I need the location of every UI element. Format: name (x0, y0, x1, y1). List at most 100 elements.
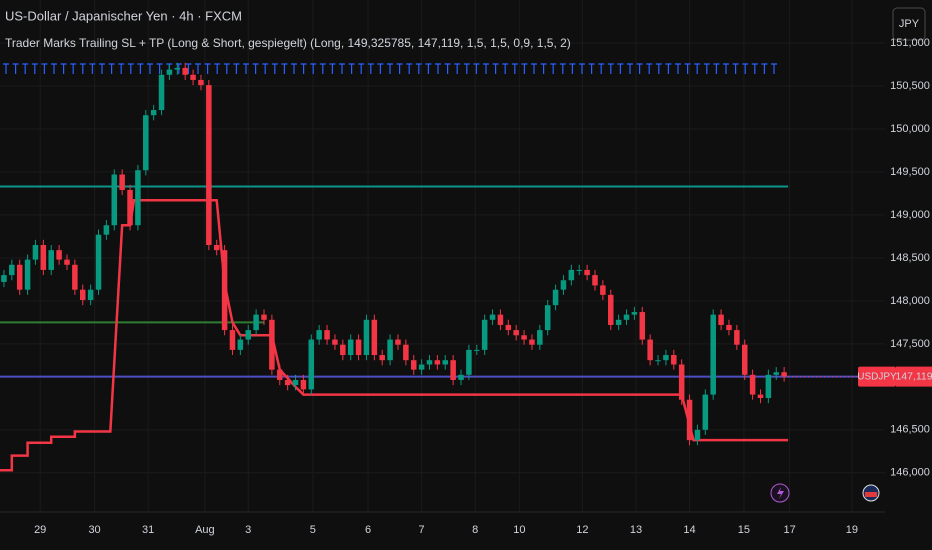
candle-body (253, 314, 259, 331)
signal-marker (588, 63, 595, 74)
signal-marker (147, 63, 153, 74)
candle-body (576, 269, 582, 271)
candle-body (198, 79, 204, 86)
signal-marker (751, 63, 758, 74)
signal-marker (559, 63, 566, 74)
signal-marker (617, 63, 624, 74)
signal-marker (675, 63, 681, 74)
candle-body (505, 324, 512, 331)
candle-body (72, 264, 78, 290)
candle-body (16, 264, 23, 290)
candle-body (79, 289, 86, 301)
candle-body (1, 275, 7, 282)
signal-marker (540, 63, 547, 74)
candle-body (655, 360, 661, 362)
signal-marker (223, 63, 230, 74)
candle-body (592, 275, 598, 286)
signal-marker (732, 63, 739, 74)
candle-body (678, 364, 685, 400)
candle-body (765, 374, 772, 399)
signal-marker (118, 63, 125, 74)
y-tick-label: 147,500 (890, 338, 930, 350)
candle-body (174, 67, 181, 70)
x-tick-label: 13 (630, 524, 642, 536)
candle-body (741, 344, 748, 375)
signal-marker (291, 63, 297, 74)
x-tick-label: 3 (245, 524, 251, 536)
signal-marker (531, 63, 537, 74)
candle-body (474, 349, 480, 351)
candle-body (497, 314, 504, 325)
candle-body (363, 319, 370, 356)
signal-marker (492, 63, 499, 74)
signal-marker (41, 63, 48, 74)
signal-marker (665, 63, 672, 74)
candle-body (639, 312, 646, 340)
candle-body (529, 339, 535, 345)
y-tick-label: 149,500 (890, 166, 930, 178)
candle-body (9, 264, 15, 276)
candle-body (166, 69, 173, 75)
x-tick-label: 5 (310, 524, 316, 536)
candle-body (663, 355, 669, 361)
candle-body (615, 319, 622, 325)
candle-body (56, 250, 62, 260)
candle-body (544, 305, 551, 331)
candle-body (710, 314, 716, 395)
candle-body (158, 74, 165, 111)
candle-body (702, 394, 709, 430)
signal-marker (598, 63, 605, 74)
signal-marker (627, 63, 633, 74)
candle-body (340, 344, 346, 356)
signal-marker (12, 63, 19, 74)
candle-body (560, 280, 567, 290)
signal-marker (550, 63, 557, 74)
signal-marker (579, 63, 585, 74)
candle-body (403, 344, 409, 361)
signal-marker (271, 63, 278, 74)
candle-body (292, 379, 299, 386)
candle-body (143, 115, 149, 171)
signal-marker (684, 63, 691, 74)
signal-marker (396, 63, 403, 74)
signal-marker (425, 63, 432, 74)
candle-body (127, 189, 133, 226)
signal-marker (377, 63, 384, 74)
candle-body (24, 259, 31, 290)
y-tick-label: 148,500 (890, 252, 930, 264)
y-tick-label: 151,000 (890, 37, 930, 49)
signal-marker (655, 63, 662, 74)
candle-body (718, 314, 724, 325)
signal-marker (127, 63, 134, 74)
signal-marker (483, 63, 489, 74)
signal-marker (454, 63, 461, 74)
candle-body (261, 314, 267, 320)
currency-label: JPY (899, 18, 920, 30)
plot (0, 62, 885, 472)
candle-body (64, 259, 70, 265)
currency-button[interactable] (892, 7, 926, 41)
signal-marker (607, 63, 614, 74)
candle-body (379, 355, 385, 361)
candle-body (206, 85, 212, 246)
signal-marker (406, 63, 413, 74)
x-tick-label: 30 (88, 524, 100, 536)
candle-body (734, 330, 740, 345)
candle-body (426, 360, 433, 365)
price-badge (896, 366, 932, 387)
candle-body (229, 330, 236, 350)
x-tick-label: 10 (513, 524, 525, 536)
candle-body (324, 330, 330, 340)
candle-body (489, 314, 496, 320)
y-tick-label: 150,500 (890, 80, 930, 92)
signal-marker (703, 63, 710, 74)
candle-body (103, 225, 110, 235)
y-tick-label: 146,000 (890, 467, 930, 479)
candle-body (781, 372, 787, 377)
x-tick-label: 8 (472, 524, 478, 536)
candle-body (277, 369, 283, 380)
signal-marker (99, 63, 105, 74)
signal-marker (435, 63, 441, 74)
candle-body (631, 312, 638, 315)
candle-body (347, 339, 354, 356)
